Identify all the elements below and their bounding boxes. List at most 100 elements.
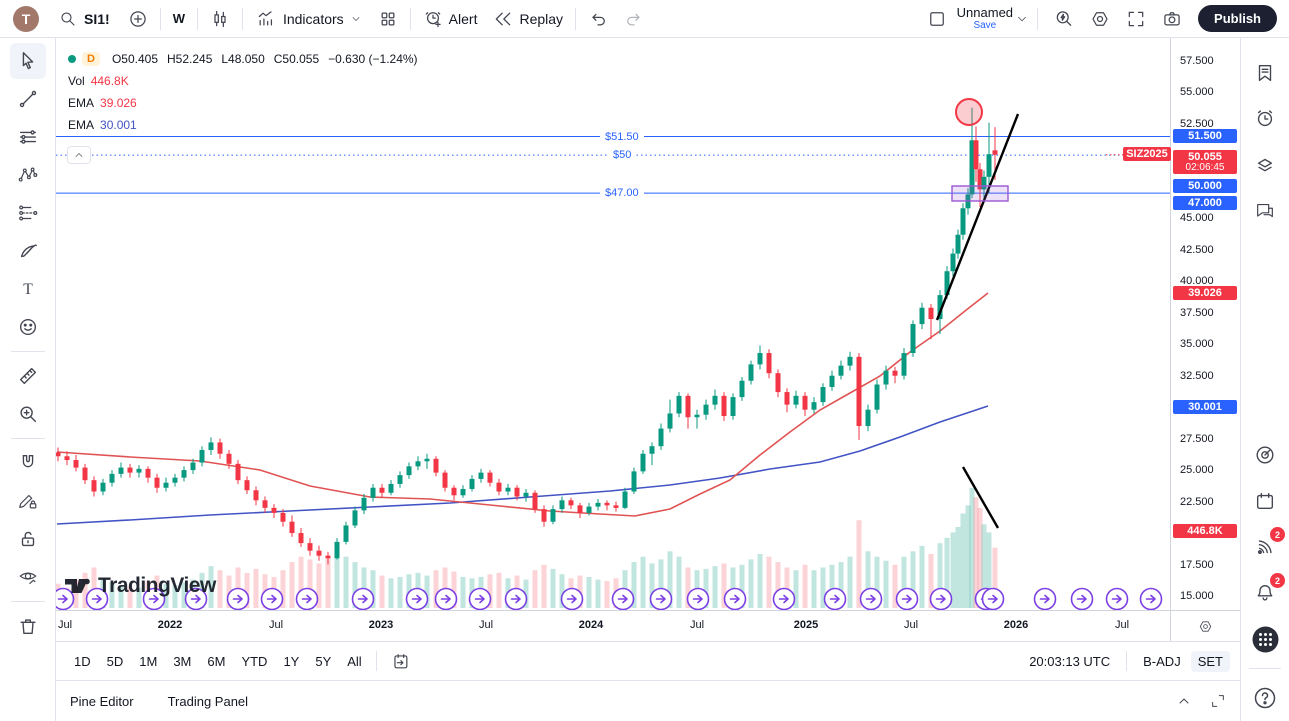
object-tree-button[interactable] (1247, 147, 1283, 183)
chat-button[interactable] (1247, 193, 1283, 229)
layout-name-block[interactable]: Unnamed Save (957, 6, 1013, 32)
tool-measure[interactable] (10, 358, 46, 394)
range-button-5y[interactable]: 5Y (307, 650, 339, 673)
contract-rollover-icon[interactable] (1033, 587, 1057, 610)
fullscreen-button[interactable] (1118, 4, 1154, 34)
panel-maximize-icon[interactable] (1210, 693, 1226, 709)
streams-button[interactable]: 2 (1247, 527, 1285, 565)
time-tick: 2023 (368, 619, 394, 631)
tool-drawing-mode[interactable] (10, 483, 46, 519)
contract-rollover-icon[interactable] (686, 587, 710, 610)
layout-chevron-down-icon[interactable] (1015, 12, 1029, 26)
quick-search-button[interactable] (1046, 4, 1082, 34)
contract-rollover-icon[interactable] (611, 587, 635, 610)
settings-button[interactable] (1082, 4, 1118, 34)
user-avatar[interactable]: T (13, 5, 39, 32)
chart-plot-area[interactable]: D O50.405 H52.245 L48.050 C50.055 −0.630… (56, 38, 1170, 610)
tool-brush[interactable] (10, 233, 46, 269)
contract-rollover-icon[interactable] (56, 587, 75, 610)
screener-button[interactable] (1247, 437, 1283, 473)
contract-rollover-icon[interactable] (351, 587, 375, 610)
save-layout-icon-button[interactable] (919, 4, 955, 34)
redo-button[interactable] (616, 4, 652, 34)
tool-trend-line[interactable] (10, 81, 46, 117)
price-axis[interactable]: 57.500 55.000 52.500 45.000 42.500 40.000 37.5… (1123, 38, 1240, 610)
contract-rollover-icon[interactable] (184, 587, 208, 610)
alert-button[interactable]: Alert (415, 4, 486, 34)
contract-rollover-icon[interactable] (929, 587, 953, 610)
axis-settings-corner[interactable] (1170, 610, 1240, 641)
help-button[interactable] (1247, 680, 1283, 716)
notifications-button[interactable]: 2 (1247, 573, 1285, 611)
time-axis[interactable]: Jul 2022 Jul 2023 Jul 2024 Jul 2025 Jul 2026 Jul (56, 610, 1170, 641)
contract-rollover-icon[interactable] (981, 587, 1005, 610)
contract-rollover-icon[interactable] (468, 587, 492, 610)
legend-timeframe-badge[interactable]: D (82, 52, 100, 66)
indicators-button[interactable]: Indicators (247, 4, 370, 34)
contract-rollover-icon[interactable] (1105, 587, 1129, 610)
contract-rollover-icon[interactable] (1139, 587, 1163, 610)
hline-price-label[interactable]: $51.50 (600, 130, 644, 143)
contract-rollover-icon[interactable] (895, 587, 919, 610)
contract-rollover-icon[interactable] (772, 587, 796, 610)
contract-rollover-icon[interactable] (560, 587, 584, 610)
tool-horizontal-lines[interactable] (10, 119, 46, 155)
contract-rollover-icon[interactable] (649, 587, 673, 610)
contract-rollover-icon[interactable] (434, 587, 458, 610)
range-button-all[interactable]: All (339, 650, 369, 673)
tool-remove-drawings[interactable] (10, 608, 46, 644)
contract-rollover-icon[interactable] (1070, 587, 1094, 610)
goto-date-button[interactable] (383, 646, 418, 676)
publish-button[interactable]: Publish (1198, 5, 1277, 32)
tool-magnet[interactable] (10, 445, 46, 481)
undo-button[interactable] (580, 4, 616, 34)
session-toggle[interactable]: SET (1190, 650, 1230, 672)
chart-canvas[interactable] (56, 38, 1170, 610)
contract-rollover-icon[interactable] (405, 587, 429, 610)
contract-rollover-icon[interactable] (295, 587, 319, 610)
contract-rollover-icon[interactable] (859, 587, 883, 610)
alerts-panel-button[interactable] (1247, 101, 1283, 137)
calendar-button[interactable] (1247, 483, 1283, 519)
adjustment-toggle[interactable]: B-ADJ (1143, 653, 1181, 669)
tool-text[interactable]: T (10, 271, 46, 307)
tool-patterns[interactable] (10, 157, 46, 193)
range-button-1d[interactable]: 1D (66, 650, 99, 673)
hline-price-label[interactable]: $50 (608, 149, 637, 162)
panel-chevron-up-icon[interactable] (1176, 693, 1192, 709)
grid-layout-button[interactable] (370, 4, 406, 34)
clock-display[interactable]: 20:03:13 UTC (1029, 653, 1111, 669)
watchlist-button[interactable] (1247, 55, 1283, 91)
chart-style-button[interactable] (202, 4, 238, 34)
contract-rollover-icon[interactable] (85, 587, 109, 610)
tool-cursor[interactable] (9, 43, 46, 79)
collapse-button[interactable] (67, 146, 91, 164)
range-button-3m[interactable]: 3M (165, 650, 199, 673)
trading-panel-tab[interactable]: Trading Panel (167, 693, 249, 709)
hline-price-label[interactable]: $47.00 (600, 187, 644, 200)
tool-hide-drawings[interactable] (10, 559, 46, 595)
tool-projection[interactable] (10, 195, 46, 231)
contract-rollover-icon[interactable] (260, 587, 284, 610)
tool-lock-all[interactable] (10, 521, 46, 557)
range-button-1y[interactable]: 1Y (275, 650, 307, 673)
contract-rollover-icon[interactable] (504, 587, 528, 610)
screenshot-button[interactable] (1154, 4, 1190, 34)
contract-rollover-icon[interactable] (823, 587, 847, 610)
contract-rollover-icon[interactable] (142, 587, 166, 610)
replay-button[interactable]: Replay (485, 4, 571, 34)
symbol-search-button[interactable]: SI1! (49, 4, 120, 34)
price-badge: 446.8K (1173, 524, 1237, 538)
contract-rollover-icon[interactable] (226, 587, 250, 610)
timeframe-button[interactable]: W (165, 4, 193, 34)
apps-menu-button[interactable] (1247, 621, 1283, 657)
contract-rollover-icon[interactable] (723, 587, 747, 610)
pine-editor-tab[interactable]: Pine Editor (70, 693, 134, 709)
range-button-5d[interactable]: 5D (99, 650, 132, 673)
range-button-6m[interactable]: 6M (199, 650, 233, 673)
range-button-ytd[interactable]: YTD (233, 650, 275, 673)
tool-zoom-in[interactable] (10, 396, 46, 432)
compare-add-button[interactable] (120, 4, 156, 34)
tool-emoji[interactable] (10, 309, 46, 345)
range-button-1m[interactable]: 1M (131, 650, 165, 673)
